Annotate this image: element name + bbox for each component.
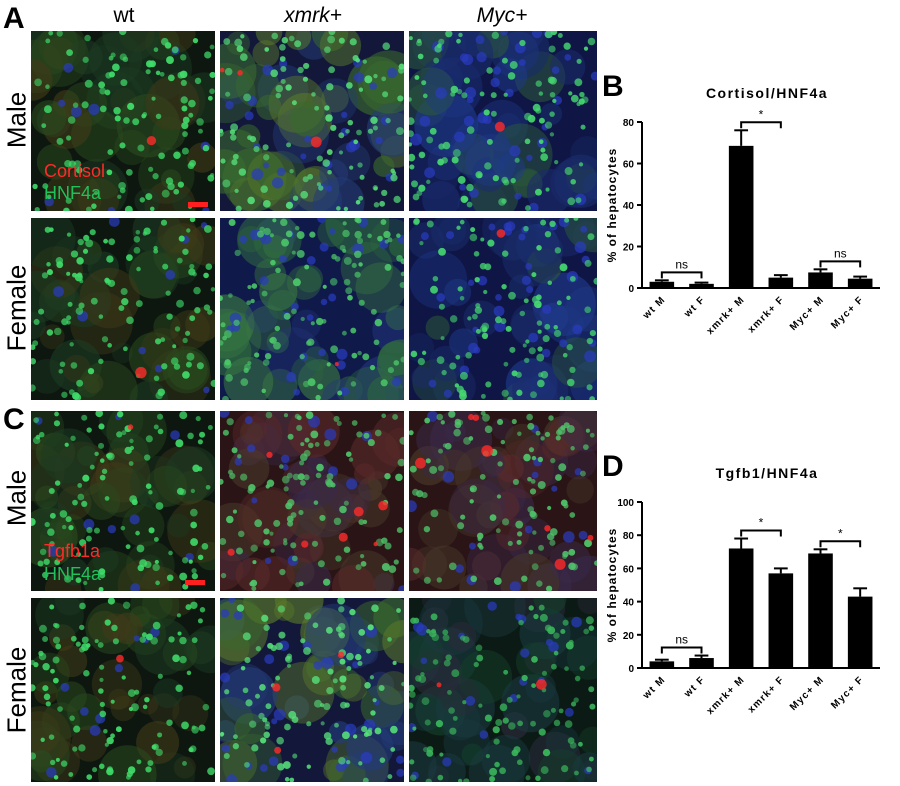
- bar-chart-b: Cortisol/HNF4a % of hepatocytes 0 20 40 60 80 w…: [605, 85, 880, 337]
- micrograph-a-myc-male: [409, 31, 597, 211]
- bar-chart-d: Tgfb1/HNF4a % of hepatocytes 0 20 40 60 80 100 w…: [605, 465, 880, 717]
- chart-b-y-tick-label: 20: [623, 243, 635, 254]
- scale-bar-c: [185, 580, 205, 585]
- chart-b-bar: [808, 272, 833, 288]
- row-header-male-c: Male: [1, 469, 32, 527]
- chart-d-y-tick-label: 40: [623, 598, 635, 609]
- row-header-female-a: Female: [1, 264, 32, 352]
- chart-d-bar: [649, 661, 675, 668]
- chart-b-title: Cortisol/HNF4a: [706, 85, 828, 101]
- micrograph-a-xmrk-male: [220, 31, 404, 211]
- chart-d-significance-label: *: [838, 526, 843, 540]
- chart-d-x-tick-label: Myc+ M: [788, 674, 827, 713]
- chart-b-y-axis-label: % of hepatocytes: [605, 148, 619, 263]
- panel-label-d: D: [602, 450, 624, 483]
- chart-b-y-tick-label: 0: [628, 284, 634, 295]
- panel-label-b: B: [602, 70, 624, 103]
- micrograph-c-wt-female: [31, 598, 215, 782]
- chart-b-x-tick-label: wt M: [640, 294, 668, 322]
- chart-b-significance-bracket: [660, 271, 703, 279]
- micrograph-c-myc-male: [409, 411, 597, 591]
- chart-b-bar: [768, 277, 794, 288]
- micrograph-a-wt-male: [31, 31, 215, 211]
- chart-d-x-tick-label: wt F: [682, 674, 708, 700]
- chart-d-bar: [728, 548, 754, 668]
- chart-d-bar: [768, 573, 794, 668]
- chart-d-x-tick-label: xmrk+ F: [746, 674, 787, 715]
- chart-b-significance-label: *: [759, 107, 764, 121]
- chart-b-y-tick-label: 80: [623, 118, 635, 129]
- stain-label-red-c: Tgfb1a: [44, 541, 101, 561]
- chart-d-title: Tgfb1/HNF4a: [716, 465, 819, 481]
- chart-b-x-tick-label: Myc+ M: [788, 294, 827, 333]
- micrograph-c-xmrk-male: [220, 411, 404, 591]
- chart-b-bar: [689, 283, 714, 288]
- chart-b-y-tick-label: 60: [623, 160, 635, 171]
- chart-d-y-tick-label: 100: [617, 498, 634, 509]
- chart-b-x-tick-label: xmrk+ F: [746, 294, 787, 335]
- chart-d-x-tick-label: wt M: [640, 674, 668, 702]
- chart-d-significance-label: ns: [675, 633, 688, 647]
- column-header-xmrk: xmrk+: [284, 4, 342, 27]
- chart-b-x-tick-label: wt F: [682, 294, 708, 320]
- column-header-wt: wt: [113, 4, 135, 27]
- chart-b-significance-bracket: [819, 260, 862, 268]
- micrograph-a-myc-female: [409, 218, 597, 400]
- chart-d-x-tick-label: Myc+ F: [829, 674, 866, 711]
- micrograph-c-myc-female: [409, 598, 597, 782]
- micrograph-c-wt-male: [31, 411, 215, 591]
- chart-d-y-tick-label: 80: [623, 531, 635, 542]
- chart-b-bar: [847, 278, 873, 288]
- chart-b-significance-label: ns: [834, 246, 847, 260]
- chart-d-significance-label: *: [759, 516, 764, 530]
- row-header-male-a: Male: [1, 91, 32, 149]
- chart-d-x-tick-label: xmrk+ M: [705, 674, 748, 717]
- chart-d-significance-bracket: [660, 646, 703, 654]
- micrograph-c-xmrk-female: [220, 598, 404, 782]
- stain-label-green-c: HNF4a: [44, 564, 102, 584]
- scale-bar-a: [188, 202, 208, 207]
- chart-d-y-tick-label: 60: [623, 564, 635, 575]
- chart-d-significance-bracket: [740, 529, 782, 537]
- stain-label-red-a: Cortisol: [44, 161, 106, 181]
- panel-label-a: A: [3, 2, 25, 35]
- column-header-myc: Myc+: [476, 4, 528, 27]
- chart-d-significance-bracket: [819, 540, 862, 548]
- chart-b-significance-label: ns: [675, 257, 688, 271]
- chart-d-y-axis-label: % of hepatocytes: [605, 528, 619, 643]
- micrograph-a-xmrk-female: [220, 218, 404, 400]
- micrograph-a-wt-female: [31, 218, 215, 400]
- panel-label-c: C: [3, 403, 25, 436]
- chart-d-bar: [847, 596, 873, 668]
- stain-label-green-a: HNF4a: [44, 183, 102, 203]
- chart-b-significance-bracket: [740, 121, 782, 129]
- row-header-female-c: Female: [1, 646, 32, 734]
- chart-d-y-tick-label: 0: [628, 664, 634, 675]
- chart-b-bar: [649, 281, 675, 288]
- chart-b-bar: [728, 145, 754, 288]
- chart-b-x-tick-label: Myc+ F: [829, 294, 866, 331]
- chart-d-y-tick-label: 20: [623, 631, 635, 642]
- chart-b-x-tick-label: xmrk+ M: [705, 294, 748, 337]
- chart-d-bar: [808, 553, 833, 668]
- chart-d-bar: [689, 658, 714, 668]
- chart-b-y-tick-label: 40: [623, 201, 635, 212]
